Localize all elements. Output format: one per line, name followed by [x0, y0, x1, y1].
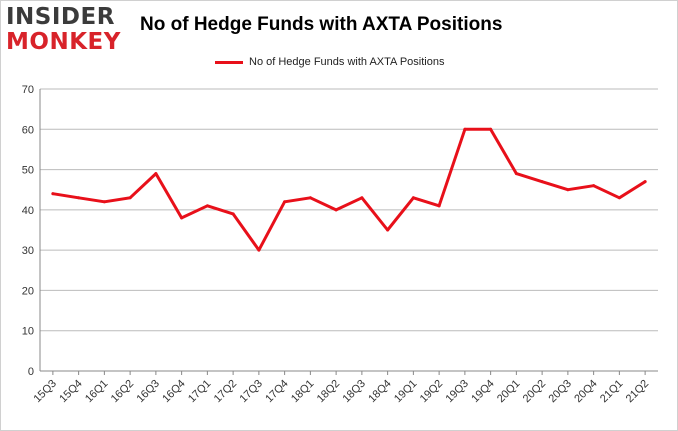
x-tick-label: 17Q4 [263, 378, 291, 406]
data-point [643, 180, 647, 184]
data-point [411, 196, 415, 200]
data-point [514, 172, 518, 176]
x-tick-label: 21Q1 [598, 378, 626, 406]
data-point [283, 200, 287, 204]
chart-title: No of Hedge Funds with AXTA Positions [140, 14, 503, 35]
data-point [540, 180, 544, 184]
x-tick-label: 21Q2 [624, 378, 652, 406]
series-line [51, 127, 647, 252]
y-tick-label: 0 [28, 366, 34, 378]
data-point [77, 196, 81, 200]
y-tick-label: 20 [22, 285, 34, 297]
y-tick-label: 60 [22, 124, 34, 136]
data-point [437, 204, 441, 208]
data-point [231, 212, 235, 216]
x-tick-label: 16Q3 [134, 378, 162, 406]
x-tick-label: 19Q1 [392, 378, 420, 406]
x-tick-label: 20Q1 [495, 378, 523, 406]
data-point [205, 204, 209, 208]
data-point [128, 196, 132, 200]
x-tick-label: 20Q3 [546, 378, 574, 406]
legend-swatch [215, 60, 243, 64]
data-point [463, 127, 467, 131]
data-point [51, 192, 55, 196]
data-point [102, 200, 106, 204]
chart-legend: No of Hedge Funds with AXTA Positions [215, 54, 444, 70]
x-tick-label: 16Q1 [83, 378, 111, 406]
y-tick-label: 30 [22, 245, 34, 257]
data-point [154, 172, 158, 176]
x-tick-label: 20Q4 [572, 378, 600, 406]
x-tick-label: 17Q3 [237, 378, 265, 406]
data-point [617, 196, 621, 200]
y-tick-label: 70 [22, 84, 34, 96]
x-tick-label: 19Q4 [469, 378, 497, 406]
data-point [180, 216, 184, 220]
x-tick-label: 20Q2 [521, 378, 549, 406]
x-tick-label: 18Q2 [315, 378, 343, 406]
y-tick-label: 50 [22, 165, 34, 177]
x-tick-label: 18Q3 [340, 378, 368, 406]
x-tick-label: 18Q1 [289, 378, 317, 406]
x-tick-label: 18Q4 [366, 378, 394, 406]
x-tick-label: 19Q3 [443, 378, 471, 406]
data-point [334, 208, 338, 212]
data-point [592, 184, 596, 188]
data-point [566, 188, 570, 192]
logo-line-2: MONKEY [6, 29, 121, 55]
y-tick-label: 10 [22, 326, 34, 338]
x-tick-label: 17Q2 [212, 378, 240, 406]
data-point [489, 127, 493, 131]
x-tick-label: 16Q4 [160, 378, 188, 406]
data-point [360, 196, 364, 200]
legend-label: No of Hedge Funds with AXTA Positions [249, 56, 445, 68]
logo-line-1: INSIDER [6, 4, 115, 30]
insider-monkey-logo: INSIDER MONKEY [6, 6, 128, 56]
x-tick-label: 15Q3 [31, 378, 59, 406]
data-point [257, 248, 261, 252]
x-tick-label: 16Q2 [109, 378, 137, 406]
x-tick-label: 19Q2 [418, 378, 446, 406]
x-tick-label: 17Q1 [186, 378, 214, 406]
y-tick-label: 40 [22, 205, 34, 217]
data-point [386, 228, 390, 232]
data-point [308, 196, 312, 200]
x-tick-label: 15Q4 [57, 378, 85, 406]
